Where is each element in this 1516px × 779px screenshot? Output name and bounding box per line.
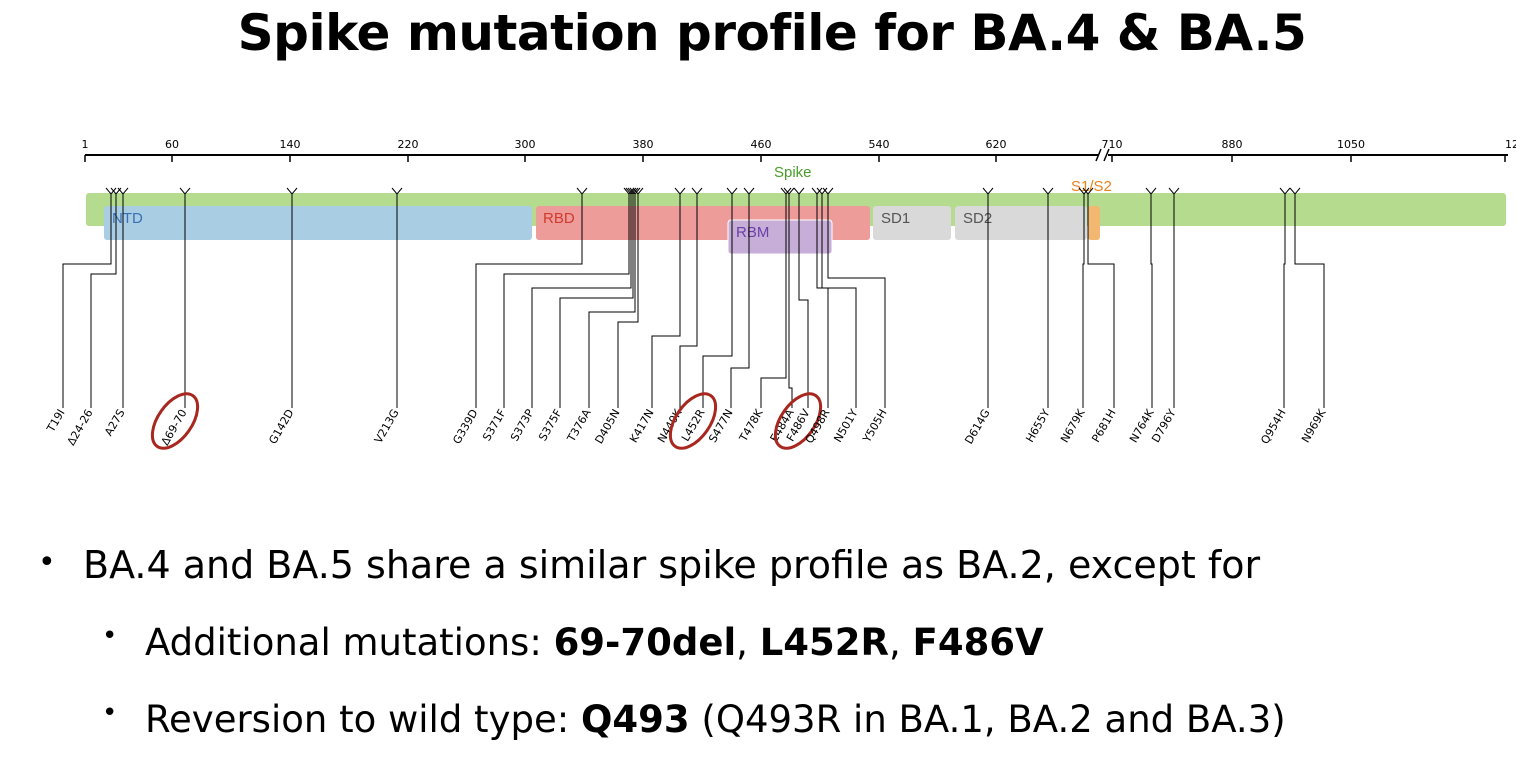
mutation-leader-line <box>531 194 632 408</box>
bullet-additional-mutations: Additional mutations: 69-70del, L452R, F… <box>145 621 1044 664</box>
axis-tick-label: 540 <box>869 138 890 151</box>
bullet-icon: • <box>102 621 118 651</box>
highlight-circle <box>668 392 718 450</box>
mutation-leader-line <box>730 194 750 408</box>
axis-tick-label: 1050 <box>1337 138 1365 151</box>
mutation-label: D614G <box>962 407 992 446</box>
mutation-label: G339D <box>450 407 480 446</box>
domain-label-ntd: NTD <box>112 210 143 227</box>
mutation-label: Δ69-70 <box>159 407 190 448</box>
mutation-leader-line <box>821 194 857 408</box>
page-title: Spike mutation profile for BA.4 & BA.5 <box>237 4 1307 62</box>
mutation-leader-line <box>1294 194 1325 408</box>
mutation-label: G142D <box>266 407 296 446</box>
axis-tick-label: 12 <box>1505 138 1516 151</box>
mutation-leader-line <box>679 194 698 408</box>
axis-tick-label: 620 <box>986 138 1007 151</box>
domain-sd1 <box>873 206 951 240</box>
mutation-leader-line <box>617 194 639 408</box>
domain-label-rbm: RBM <box>736 224 769 241</box>
mutation-label: S375F <box>536 407 564 443</box>
mutation-28: Q954H <box>1258 187 1291 446</box>
domain-s1s2 <box>1088 206 1100 240</box>
axis-tick-label: 460 <box>751 138 772 151</box>
mutation-label: V213G <box>372 407 402 446</box>
mutation-label: Y505H <box>860 407 890 446</box>
scale-axis: 1 60 140 220 300 380 460 540 620 710 880 1050 12 <box>82 138 1516 162</box>
domain-rbm <box>727 219 833 255</box>
mutation-leader-line <box>1087 194 1115 408</box>
bullet-icon: • <box>102 698 118 728</box>
mutation-label: T19I <box>44 407 68 435</box>
axis-tick-label: 1 <box>82 138 89 151</box>
mutation-label: S371F <box>480 407 508 443</box>
domain-label-sd2: SD2 <box>963 210 992 227</box>
mutation-leader-line <box>1150 194 1153 408</box>
axis-tick-label: 880 <box>1222 138 1243 151</box>
mutation-label: T376A <box>564 407 594 445</box>
axis-tick-label: 140 <box>280 138 301 151</box>
mutation-26: N764K <box>1127 187 1157 445</box>
mutation-label: S373P <box>508 407 537 444</box>
spike-mutation-diagram: 1 60 140 220 300 380 460 540 620 710 880 1050 12 Spi… <box>44 138 1516 450</box>
mutation-leader-line <box>1082 194 1085 408</box>
mutation-label: T478K <box>736 406 766 444</box>
domain-ntd <box>104 206 532 240</box>
mutation-leader-line <box>702 194 733 408</box>
mutation-leader-line <box>1283 194 1286 408</box>
mutation-25: P681H <box>1082 187 1119 445</box>
mutation-label: K417N <box>627 407 656 445</box>
bullet-icon: • <box>38 545 56 580</box>
mutation-leader-line <box>788 194 793 408</box>
axis-break-icon <box>1095 148 1110 162</box>
highlight-circle <box>773 392 823 450</box>
mutation-27: D796Y <box>1149 187 1180 445</box>
domain-label-rbd: RBD <box>543 210 575 227</box>
axis-tick-label: 300 <box>515 138 536 151</box>
bullet-summary: BA.4 and BA.5 share a similar spike prof… <box>83 543 1261 587</box>
axis-tick-label: 380 <box>633 138 654 151</box>
mutation-leader-line <box>798 194 809 408</box>
mutation-leader-line <box>651 194 681 408</box>
mutation-label: N501Y <box>831 407 860 445</box>
highlight-circle <box>150 392 200 450</box>
mutation-leader-line <box>559 194 634 408</box>
mutation-leader-line <box>760 194 787 408</box>
mutation-label: H655Y <box>1023 407 1052 445</box>
domain-label-s1s2: S1/S2 <box>1071 178 1112 195</box>
domain-label-spike: Spike <box>774 164 812 181</box>
mutation-leader-line <box>588 194 636 408</box>
mutation-label: D405N <box>592 407 622 446</box>
domain-label-sd1: SD1 <box>881 210 910 227</box>
mutation-leader-line <box>90 194 117 408</box>
mutation-label: P681H <box>1089 407 1118 445</box>
mutation-label: Δ24-26 <box>65 407 96 448</box>
mutation-label: N969K <box>1299 406 1329 445</box>
axis-tick-label: 60 <box>165 138 179 151</box>
mutation-label: A27S <box>102 407 128 438</box>
mutation-29: N969K <box>1289 187 1329 445</box>
mutation-leader-line <box>62 194 112 408</box>
mutation-label: L452R <box>679 407 708 444</box>
mutation-leader-line <box>827 194 886 408</box>
mutation-leader-line <box>475 194 583 408</box>
mutation-label: Q954H <box>1258 407 1288 446</box>
axis-tick-label: 710 <box>1102 138 1123 151</box>
mutation-label: N679K <box>1058 406 1088 445</box>
axis-tick-label: 220 <box>398 138 419 151</box>
bullet-reversion: Reversion to wild type: Q493 (Q493R in B… <box>145 698 1286 741</box>
mutation-leader-line <box>503 194 630 408</box>
